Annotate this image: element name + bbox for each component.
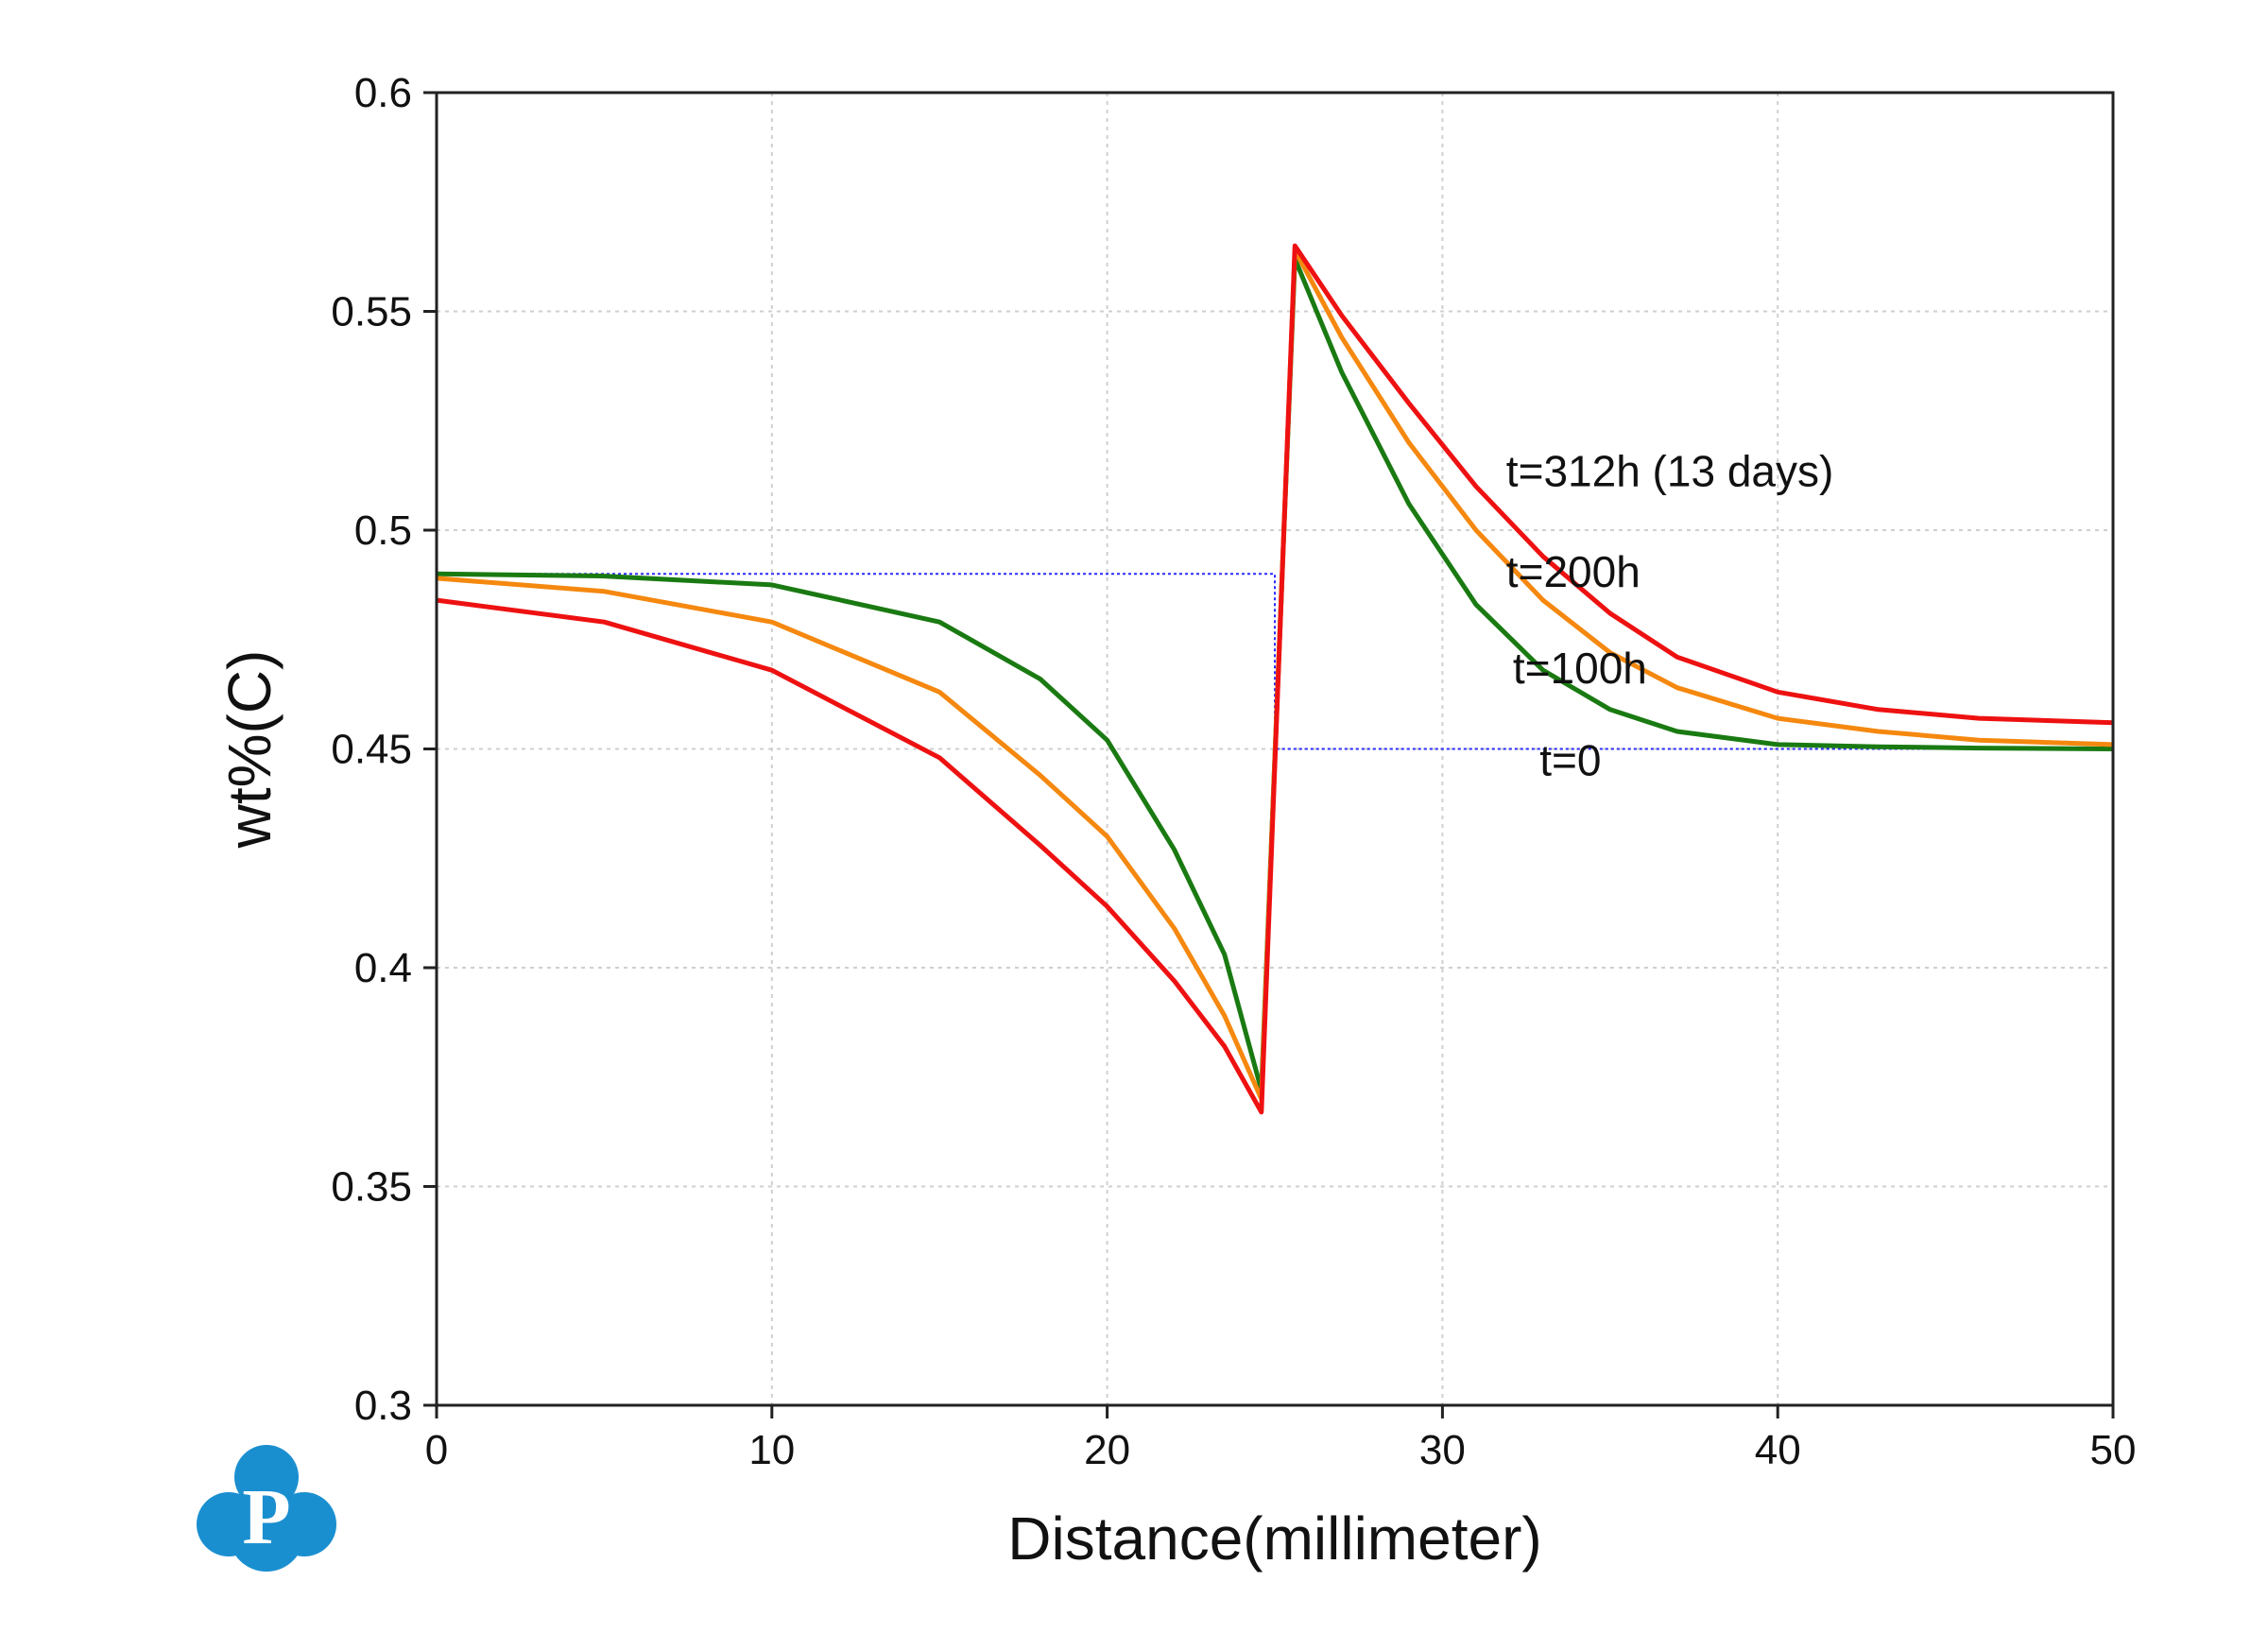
y-tick-label: 0.5: [354, 507, 412, 554]
series-annotation: t=0: [1539, 735, 1601, 784]
series-lines: [436, 243, 2114, 1115]
axis-ticks: 0 10 20 30 40 50 0.3 0.35 0.4 0.45 0.5 0.55 0.6: [331, 70, 2136, 1473]
logo-letter: P: [242, 1473, 290, 1561]
x-tick-label: 40: [1755, 1427, 1801, 1473]
x-axis-title: Distance(millimeter): [1007, 1504, 1541, 1573]
y-tick-label: 0.4: [354, 945, 412, 991]
y-tick-label: 0.35: [331, 1164, 412, 1211]
series-annotation: t=200h: [1506, 547, 1641, 596]
y-tick-label: 0.55: [331, 289, 412, 335]
x-tick-label: 10: [748, 1427, 795, 1473]
y-axis-title: wt%(C): [215, 650, 284, 850]
y-tick-label: 0.6: [354, 70, 412, 116]
x-tick-label: 0: [425, 1427, 448, 1473]
series-line-0: [437, 573, 2113, 750]
series-line-2: [436, 248, 2114, 1102]
y-tick-label: 0.3: [354, 1383, 412, 1429]
x-tick-label: 20: [1084, 1427, 1130, 1473]
series-line-3: [436, 243, 2114, 1115]
series-annotation: t=312h (13 days): [1506, 447, 1834, 496]
cloud-logo-icon: [197, 1445, 336, 1572]
x-tick-label: 50: [2090, 1427, 2137, 1473]
y-tick-label: 0.45: [331, 727, 412, 773]
x-tick-label: 30: [1419, 1427, 1466, 1473]
annotations: t=312h (13 days) t=200h t=100h t=0: [1506, 447, 1834, 785]
company-logo: P: [197, 1445, 336, 1572]
series-line-1: [436, 256, 2114, 1093]
series-annotation: t=100h: [1513, 644, 1647, 693]
